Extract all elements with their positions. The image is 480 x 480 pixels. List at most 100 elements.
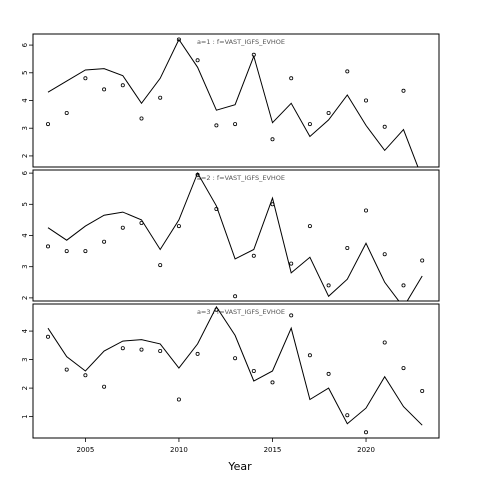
observed-point	[420, 388, 425, 393]
observed-point	[64, 111, 69, 116]
x-axis-title: Year	[227, 460, 252, 473]
panel-frame	[32, 169, 440, 302]
observed-point	[139, 220, 144, 225]
panel-label: a=3 : f=VAST_IGFS_EVHOE	[197, 308, 285, 316]
observed-point	[363, 208, 368, 213]
observed-point	[102, 87, 107, 92]
panel-frame	[32, 303, 440, 439]
chart-panels: 2 3 4 5 6 a=1 : f=VAST_IGFS_EVHOE 2 3 4 5 6 a=2 : f…	[21, 33, 440, 439]
observed-point	[102, 239, 107, 244]
chart-panel-3: 1 2 3 4 a=3 : f=VAST_IGFS_EVHOE	[21, 303, 440, 439]
observed-point	[345, 413, 350, 418]
observed-point	[46, 122, 51, 127]
y-tick-label: 4	[21, 98, 29, 103]
observed-point	[420, 258, 425, 263]
observed-point	[158, 348, 163, 353]
observed-point	[289, 313, 294, 318]
observed-point	[382, 252, 387, 257]
y-tick-label: 1	[21, 414, 29, 418]
observed-point	[326, 111, 331, 116]
observed-point	[46, 244, 51, 249]
observed-point	[401, 366, 406, 371]
model-fit-line	[47, 38, 419, 167]
observed-point	[251, 253, 256, 258]
observed-point	[382, 124, 387, 129]
x-tick-label: 2005	[76, 446, 94, 454]
observed-point	[214, 307, 219, 312]
observed-point	[195, 58, 200, 63]
plot-area	[46, 37, 424, 175]
plot-area	[46, 171, 425, 301]
y-tick-label: 6	[21, 170, 29, 175]
observed-point	[64, 367, 69, 372]
chart-panel-2: 2 3 4 5 6 a=2 : f=VAST_IGFS_EVHOE	[21, 169, 440, 302]
observed-point	[176, 224, 181, 229]
x-tick-label: 2010	[170, 446, 188, 454]
y-tick-label: 4	[21, 328, 29, 333]
panel-label: a=1 : f=VAST_IGFS_EVHOE	[197, 38, 285, 46]
model-fit-line	[47, 171, 423, 301]
observed-point	[382, 340, 387, 345]
observed-point	[195, 351, 200, 356]
observed-point	[401, 88, 406, 93]
y-tick-label: 6	[21, 42, 29, 47]
y-tick-label: 3	[21, 357, 29, 361]
observed-point	[326, 371, 331, 376]
y-tick-label: 5	[21, 71, 29, 75]
chart-panel-1: 2 3 4 5 6 a=1 : f=VAST_IGFS_EVHOE	[21, 33, 440, 175]
x-axis: 2005 2010 2015 2020	[76, 438, 375, 454]
observed-point	[363, 430, 368, 435]
panel-frame	[32, 33, 440, 168]
observed-point	[102, 384, 107, 389]
observed-point	[270, 137, 275, 142]
observed-point	[214, 206, 219, 211]
observed-point	[64, 249, 69, 254]
observed-point	[401, 283, 406, 288]
observed-point	[251, 52, 256, 57]
y-tick-label: 5	[21, 202, 29, 206]
observed-point	[233, 122, 238, 127]
y-tick-label: 4	[21, 233, 29, 238]
observed-point	[345, 69, 350, 74]
observed-point	[120, 83, 125, 88]
observed-point	[307, 353, 312, 358]
observed-point	[83, 373, 88, 378]
observed-point	[83, 249, 88, 254]
observed-point	[307, 122, 312, 127]
observed-point	[158, 263, 163, 268]
x-tick-label: 2020	[357, 446, 375, 454]
y-tick-label: 2	[21, 386, 29, 390]
y-tick-label: 3	[21, 126, 29, 130]
observed-point	[195, 172, 200, 177]
observed-point	[214, 123, 219, 128]
panel-label: a=2 : f=VAST_IGFS_EVHOE	[197, 174, 285, 182]
observed-point	[270, 202, 275, 207]
observed-point	[345, 245, 350, 250]
observed-point	[270, 380, 275, 385]
observed-point	[421, 172, 424, 175]
observed-point	[176, 397, 181, 402]
observed-point	[289, 261, 294, 266]
plot-area	[46, 305, 425, 435]
observed-point	[289, 76, 294, 81]
observed-point	[307, 224, 312, 229]
observed-point	[139, 347, 144, 352]
y-tick-label: 2	[21, 154, 29, 158]
observed-point	[46, 334, 51, 339]
model-fit-line	[47, 305, 423, 426]
y-tick-label: 2	[21, 296, 29, 300]
observed-point	[158, 95, 163, 100]
observed-point	[233, 356, 238, 361]
observed-point	[326, 283, 331, 288]
observed-point	[83, 76, 88, 81]
x-tick-label: 2015	[264, 446, 282, 454]
observed-point	[363, 98, 368, 103]
observed-point	[176, 37, 181, 42]
y-tick-label: 3	[21, 264, 29, 268]
observed-point	[139, 116, 144, 121]
observed-point	[120, 225, 125, 230]
observed-point	[233, 294, 238, 299]
observed-point	[120, 346, 125, 351]
observed-point	[251, 368, 256, 373]
